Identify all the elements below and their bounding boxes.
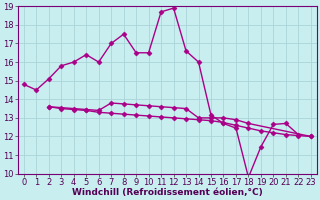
X-axis label: Windchill (Refroidissement éolien,°C): Windchill (Refroidissement éolien,°C)	[72, 188, 263, 197]
